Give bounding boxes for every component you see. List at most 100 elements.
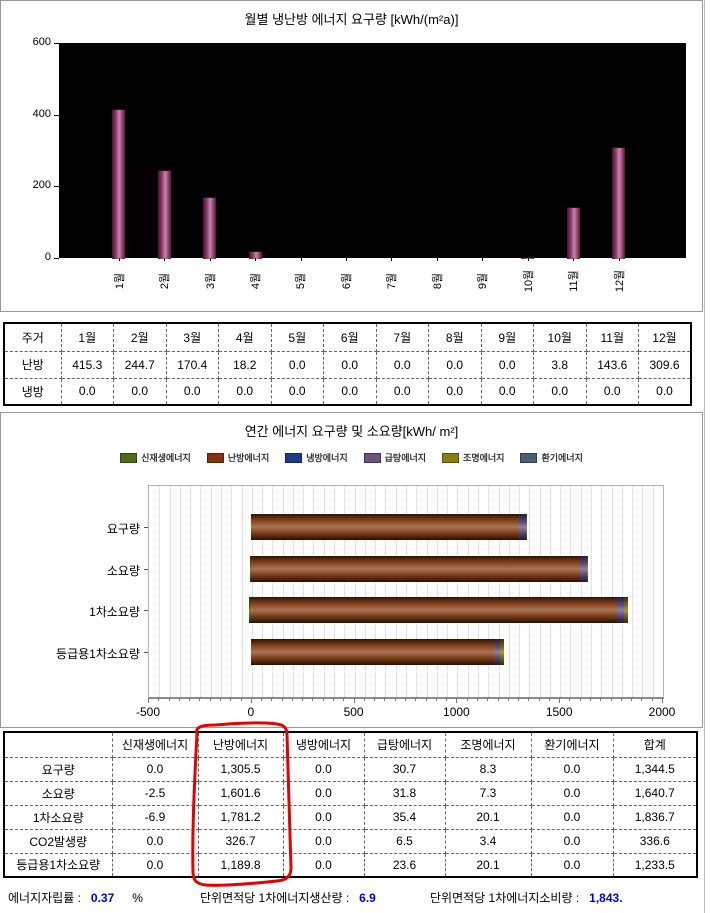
annual-bar-segment xyxy=(250,639,496,666)
cell: 244.7 xyxy=(113,350,167,379)
cell: 0.0 xyxy=(428,377,482,406)
gridline xyxy=(601,486,603,697)
cell: 143.6 xyxy=(585,350,639,379)
annual-bar-segment xyxy=(519,514,526,540)
gridline xyxy=(508,486,510,697)
gridline xyxy=(159,486,161,697)
x-axis-tick xyxy=(446,698,448,701)
x-axis-tick xyxy=(230,698,232,701)
x-axis-label-text: 12월 xyxy=(613,269,626,293)
x-axis-tick xyxy=(363,698,365,701)
gridline xyxy=(262,486,264,697)
gridline xyxy=(539,486,541,697)
status-item: 단위면적당 1차에너지생산량 : 6.9 xyxy=(200,889,376,906)
gridline xyxy=(477,486,479,697)
cell: 20.1 xyxy=(444,852,532,878)
x-axis-tick xyxy=(497,698,499,701)
gridline xyxy=(169,486,171,697)
x-axis-tick xyxy=(631,698,633,701)
column-header: 8월 xyxy=(428,322,482,352)
cell: 326.7 xyxy=(197,828,284,854)
column-header: 1월 xyxy=(60,322,114,352)
gridline xyxy=(282,486,284,697)
annual-chart-title: 연간 에너지 요구량 및 소요량[kWh/ m²] xyxy=(244,424,459,439)
gridline xyxy=(303,486,305,697)
x-axis-tick xyxy=(374,698,376,701)
x-axis-tick xyxy=(610,698,612,701)
y-axis-label: 200 xyxy=(32,179,51,192)
cell: 6.5 xyxy=(363,828,446,854)
x-axis-tick xyxy=(271,698,273,701)
legend-item: 신재생에너지 xyxy=(120,451,191,464)
gridline xyxy=(313,486,315,697)
legend-swatch xyxy=(120,452,138,463)
y-axis-tick xyxy=(144,527,148,528)
column-header xyxy=(3,731,113,758)
x-axis-tick xyxy=(168,698,170,701)
gridline xyxy=(457,486,459,697)
x-axis-tick xyxy=(209,698,211,701)
cell: 170.4 xyxy=(165,350,219,379)
x-axis-tick xyxy=(548,698,550,701)
x-axis-label: 8월 xyxy=(429,263,445,299)
table-row: 소요량 -2.5 1,601.6 0.0 31.8 7.3 0.0 1,640.7 xyxy=(3,780,698,806)
x-axis-tick xyxy=(538,698,540,701)
x-axis-tick xyxy=(391,258,393,261)
gridline xyxy=(498,486,500,697)
category-label: 요구량 xyxy=(106,522,140,536)
x-axis-tick xyxy=(164,258,166,261)
monthly-bar xyxy=(248,251,262,259)
x-axis-tick xyxy=(600,698,602,701)
legend-swatch xyxy=(285,452,303,463)
x-axis-label: 9월 xyxy=(474,263,490,299)
column-header: 4월 xyxy=(218,322,272,352)
status-value: 6.9 xyxy=(359,891,376,905)
legend-item: 난방에너지 xyxy=(206,451,269,464)
x-axis-tick xyxy=(436,258,438,261)
column-header: 주거 xyxy=(3,322,62,352)
x-axis-tick xyxy=(482,258,484,261)
legend-swatch xyxy=(520,452,538,463)
x-axis-label: 2000 xyxy=(648,705,676,719)
x-axis-label-text: 5월 xyxy=(295,272,308,290)
legend-swatch xyxy=(442,452,460,463)
cell: 0.0 xyxy=(530,780,614,806)
legend-swatch xyxy=(206,452,224,463)
x-axis-tick xyxy=(384,698,386,701)
status-label: 단위면적당 1차에너지생산량 : xyxy=(200,891,350,905)
x-axis-label: 1500 xyxy=(545,705,573,719)
gridline xyxy=(200,486,202,697)
cell: 0.0 xyxy=(282,756,365,782)
table-row: 1차소요량 -6.9 1,781.2 0.0 35.4 20.1 0.0 1,836.7 xyxy=(3,804,698,830)
legend-label: 급탕에너지 xyxy=(384,453,427,463)
x-axis-label: 500 xyxy=(343,705,364,719)
cell: 3.8 xyxy=(533,350,587,379)
x-axis-tick xyxy=(250,698,252,703)
x-axis-label: 2월 xyxy=(156,263,172,299)
annual-bar-segment xyxy=(250,597,617,624)
x-axis-tick xyxy=(353,698,355,703)
gridline xyxy=(519,486,521,697)
cell: 18.2 xyxy=(218,350,272,379)
gridline xyxy=(220,486,222,697)
gridline xyxy=(375,486,377,697)
cell: 20.1 xyxy=(444,804,532,830)
x-axis-tick xyxy=(209,258,211,261)
gridline xyxy=(251,486,253,697)
x-axis-label: -500 xyxy=(135,705,161,719)
cell: 0.0 xyxy=(60,377,114,406)
table-row: 요구량 0.0 1,305.5 0.0 30.7 8.3 0.0 1,344.5 xyxy=(3,756,698,782)
cell: 0.0 xyxy=(480,377,534,406)
column-header: 10월 xyxy=(533,322,587,352)
cell: 1,781.2 xyxy=(197,804,284,830)
gridline xyxy=(344,486,346,697)
x-axis-label: 4월 xyxy=(247,263,263,299)
column-header: 합계 xyxy=(612,731,698,758)
gridline xyxy=(395,486,397,697)
x-axis-label: 1월 xyxy=(111,263,127,299)
x-axis-tick xyxy=(569,698,571,701)
cell: 336.6 xyxy=(612,828,698,854)
cell: 0.0 xyxy=(585,377,639,406)
table-header-row: 주거 1월 2월 3월 4월 5월 6월 7월 8월 9월 10월 11월 12월 xyxy=(3,322,692,352)
gridline xyxy=(652,486,654,697)
